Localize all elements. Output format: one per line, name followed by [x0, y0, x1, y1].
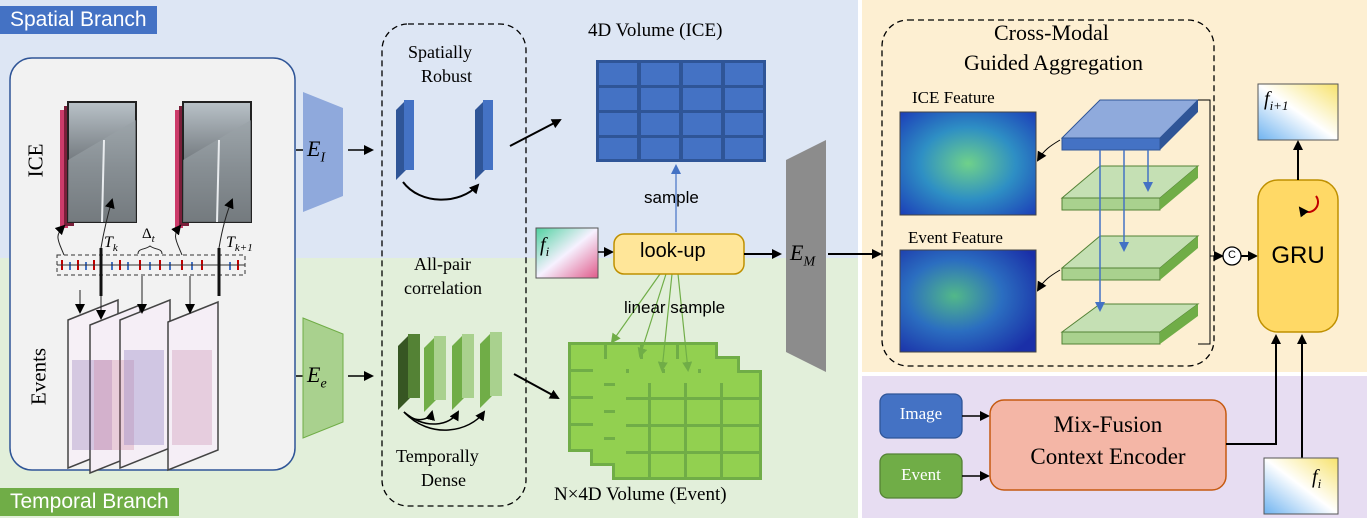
aggregation-dashed-box	[881, 19, 1215, 367]
aggregation-title-1: Cross-Modal	[994, 20, 1109, 45]
delta-label: Δt	[142, 226, 155, 245]
ice-frame-stack-1	[60, 101, 137, 228]
event-volume-grid	[568, 342, 762, 480]
encoder-em	[786, 140, 826, 372]
ice-feature-label: ICE Feature	[912, 88, 995, 107]
encoder-ee-label: Ee	[307, 362, 327, 392]
ice-volume-grid	[596, 60, 766, 162]
spatially-label-1: Spatially	[408, 42, 472, 62]
temporally-label-1: Temporally	[396, 446, 479, 466]
concat-label: C	[1228, 249, 1236, 261]
spatial-branch-label: Spatial Branch	[0, 6, 157, 34]
sample-label: sample	[644, 188, 699, 207]
all-pair-label-1: All-pair	[414, 254, 471, 274]
timeline-ticks	[57, 248, 245, 296]
aggregation-plates	[1060, 99, 1200, 345]
flow-fi-box	[535, 227, 599, 279]
ice-volume-label: 4D Volume (ICE)	[588, 20, 723, 41]
flow-fi1-box	[1257, 83, 1339, 141]
image-input-label: Image	[899, 404, 943, 423]
spatially-label-2: Robust	[421, 66, 473, 86]
temporal-feature-blocks	[398, 332, 502, 431]
event-feature-map	[899, 249, 1037, 353]
fi-label: fi	[540, 234, 550, 259]
tk1-label: Tk+1	[226, 234, 253, 255]
temporally-label-2: Dense	[421, 470, 466, 490]
gru-label: GRU	[1271, 242, 1325, 269]
event-frames	[67, 298, 219, 475]
event-input-label: Event	[901, 465, 941, 484]
context-encoder-label-1: Mix-Fusion	[1053, 412, 1163, 437]
fi1-label: fi+1	[1264, 88, 1289, 113]
lookup-label: look-up	[640, 240, 706, 262]
context-encoder-label-2: Context Encoder	[1030, 444, 1186, 469]
event-feature-label: Event Feature	[908, 228, 1003, 247]
linear-sample-label: linear sample	[624, 298, 726, 317]
flow-fi-context-box	[1263, 457, 1339, 515]
feature-dashed-box	[381, 23, 527, 507]
ice-input-label: ICE	[23, 143, 48, 178]
ice-frame-stack-2	[175, 101, 252, 228]
all-pair-label-2: correlation	[404, 278, 482, 298]
spatial-feature-blocks	[396, 100, 493, 201]
encoder-em-label: EM	[790, 240, 816, 270]
encoder-ei	[303, 92, 343, 212]
encoder-ee	[302, 317, 344, 439]
temporal-branch-label: Temporal Branch	[0, 488, 179, 516]
aggregation-title-2: Guided Aggregation	[964, 50, 1144, 75]
tk-label: Tk	[104, 234, 118, 255]
event-volume-label: N×4D Volume (Event)	[554, 484, 727, 505]
encoder-ei-label: EI	[307, 136, 326, 166]
ice-feature-map	[899, 111, 1037, 216]
events-input-label: Events	[26, 347, 51, 406]
fi-context-label: fi	[1312, 466, 1322, 491]
